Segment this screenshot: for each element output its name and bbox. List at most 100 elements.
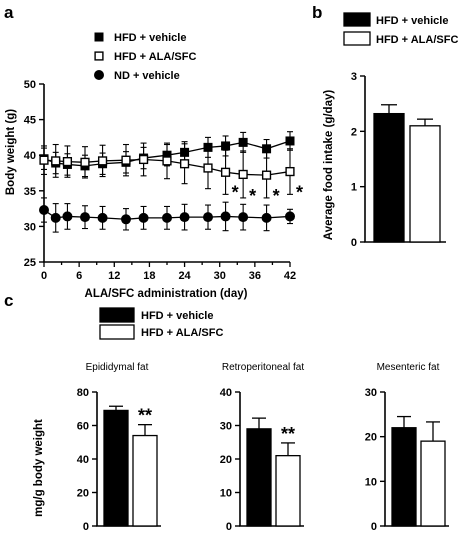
panel-b-legend-label: HFD + vehicle: [376, 15, 448, 27]
panel-a-point: [203, 212, 213, 223]
panel-a-significance-mark: *: [273, 186, 280, 206]
panel-c-group: Mesenteric fat 0 10 20 30: [365, 362, 449, 533]
panel-a-point: [121, 214, 131, 225]
panel-c-y-tick-label: 20: [365, 432, 377, 444]
panel-a-x-tick-label: 30: [214, 270, 226, 282]
panel-a-point: [179, 212, 190, 223]
panel-a-legend-item: HFD + ALA/SFC: [94, 51, 196, 63]
panel-c-y-tick-label: 20: [220, 454, 232, 466]
panel-c-legend-label: HFD + ALA/SFC: [141, 327, 223, 339]
panel-a-legend-label: HFD + ALA/SFC: [114, 51, 196, 63]
panel-a-y-tick-label: 40: [24, 150, 36, 162]
panel-a-y-tick-label: 50: [24, 79, 36, 91]
panel-c-y-tick-label: 20: [77, 488, 89, 500]
panel-b-legend-swatch: [343, 31, 371, 46]
panel-b-legend-label: HFD + ALA/SFC: [376, 34, 458, 46]
panel-c-y-tick-label: 80: [77, 387, 89, 399]
panel-a-y-tick-label: 35: [24, 186, 36, 198]
panel-a-point: [238, 169, 248, 180]
panel-c-legend-item: HFD + vehicle: [99, 307, 213, 323]
panel-a-point: [50, 212, 61, 223]
panel-a-x-tick-label: 12: [108, 270, 120, 282]
panel-c-group-title: Epididymal fat: [86, 362, 149, 373]
panel-a-point: [261, 212, 272, 223]
panel-a-x-tick-label: 24: [178, 270, 191, 282]
panel-a-point: [285, 211, 295, 222]
panel-c-y-tick-label: 10: [365, 476, 377, 488]
panel-c-group: Retroperitoneal fat 0 10 20 30 40 **: [220, 362, 305, 533]
panel-a-x-tick-label: 42: [284, 270, 296, 282]
panel-a-legend-item: HFD + vehicle: [94, 32, 186, 44]
panel-c-bar: [391, 427, 417, 527]
panel-c-bar: [275, 454, 301, 527]
panel-a-point: [261, 170, 272, 180]
panel-a-point: [220, 211, 231, 222]
panel-a-legend-label: ND + vehicle: [114, 70, 180, 82]
panel-a-point: [80, 212, 90, 223]
panel-c-legend-swatch: [99, 324, 135, 340]
panel-b-y-tick-label: 1: [351, 182, 357, 194]
panel-a-point: [62, 211, 73, 222]
panel-a-legend-marker: [94, 51, 104, 61]
panel-a-point: [97, 212, 108, 223]
panel-a-point: [121, 155, 131, 165]
panel-a-y-tick-label: 25: [24, 257, 36, 269]
panel-b-y-tick-label: 3: [351, 71, 357, 83]
panel-a-y-tick-label: 30: [24, 221, 36, 233]
panel-a-point: [39, 155, 49, 165]
panel-b-bars: [373, 104, 441, 243]
panel-c-group-title: Mesenteric fat: [377, 362, 440, 373]
panel-a-x-tick-label: 36: [249, 270, 261, 282]
panel-a-point: [238, 137, 248, 147]
panel-c-legend-item: HFD + ALA/SFC: [99, 324, 223, 340]
panel-c-y-tick-label: 60: [77, 421, 89, 433]
panel-a-point: [62, 157, 73, 167]
panel-a-point: [97, 156, 108, 166]
panel-a-series: [39, 131, 295, 233]
panel-c-bar: [246, 428, 272, 527]
panel-b-bar: [409, 125, 441, 243]
panel-a-point: [162, 156, 172, 166]
panel-c-y-tick-label: 30: [365, 387, 377, 399]
panel-b-legend-item: HFD + vehicle: [343, 12, 448, 27]
panel-c-bar: [420, 440, 446, 527]
panel-c-letter: c: [4, 291, 13, 310]
panel-c-y-tick-label: 30: [220, 421, 232, 433]
panel-c-y-tick-label: 40: [220, 387, 232, 399]
panel-a-series-circle-filled: [39, 197, 295, 233]
panel-b-legend: HFD + vehicle HFD + ALA/SFC: [343, 12, 458, 46]
panel-b-y-axis-label: Average food intake (g/day): [323, 90, 335, 241]
panel-c-legend-swatch: [99, 307, 135, 323]
panel-b-y-tick-label: 0: [351, 237, 357, 249]
panel-a-significance-mark: *: [232, 182, 239, 202]
panel-b-legend-swatch: [343, 12, 371, 27]
panel-a-point: [162, 212, 172, 223]
panel-a-y-axis-label: Body weight (g): [5, 109, 17, 195]
panel-c-y-tick-label: 40: [77, 454, 89, 466]
panel-a-annotations: * * * *: [232, 182, 303, 206]
panel-b-letter: b: [312, 3, 322, 22]
panel-c-y-tick-label: 0: [371, 521, 377, 533]
panel-c-bar-charts: HFD + vehicle HFD + ALA/SFC Epididymal fa…: [33, 307, 449, 533]
panel-a-line-chart: HFD + vehicle HFD + ALA/SFC ND + vehicle 2…: [5, 32, 303, 300]
panel-c-significance-mark: **: [138, 406, 152, 426]
panel-a-legend-marker: [94, 32, 104, 42]
panel-c-y-tick-label: 0: [226, 521, 232, 533]
panel-a-point: [285, 136, 295, 146]
panel-a-significance-mark: *: [296, 182, 303, 202]
panel-c-legend-label: HFD + vehicle: [141, 310, 213, 322]
panel-a-x-axis-label: ALA/SFC administration (day): [85, 288, 248, 300]
panel-b-y-tick-label: 2: [351, 126, 357, 138]
panel-c-groups: Epididymal fat020406080**Retroperitoneal…: [77, 362, 449, 533]
panel-c-bar: [132, 434, 158, 527]
panel-c-y-tick-label: 10: [220, 488, 232, 500]
panel-a-point: [220, 167, 231, 177]
panel-b-bar-chart: HFD + vehicle HFD + ALA/SFC 0 1 2 3 Average …: [323, 12, 458, 249]
panel-c-y-axis-label: mg/g body weight: [33, 419, 45, 517]
panel-a-point: [51, 156, 61, 166]
panel-a-x-tick-label: 18: [143, 270, 155, 282]
panel-a-x-tick-label: 6: [76, 270, 82, 282]
panel-c-significance-mark: **: [281, 424, 295, 444]
panel-a-axes: 25 30 35 40 45 50 0 6 12 18 24 30 36 42: [24, 79, 296, 282]
panel-a-x-tick-label: 0: [41, 270, 47, 282]
